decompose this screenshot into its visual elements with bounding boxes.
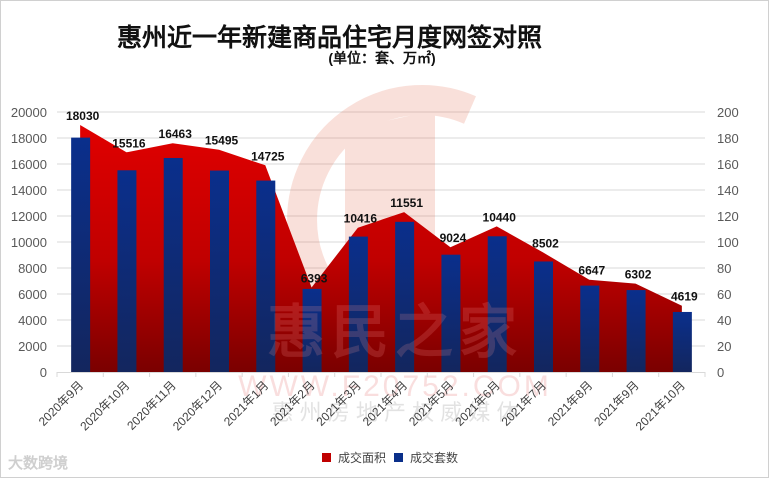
bar — [626, 290, 646, 372]
bar — [534, 261, 553, 372]
bar — [117, 170, 137, 372]
left-axis-tick: 0 — [40, 365, 47, 380]
bar-value-label: 15516 — [112, 136, 146, 150]
category-label: 2021年10月 — [633, 378, 688, 433]
bar-value-label: 15495 — [205, 134, 239, 148]
legend-area-label: 成交面积 — [338, 451, 387, 465]
bar-value-label: 10440 — [483, 210, 517, 224]
bar — [395, 221, 415, 372]
bar — [672, 311, 692, 372]
data-labels: 18030 15516 16463 15495 14725 6393 10416 11551 9… — [66, 109, 698, 304]
area-series-deal-area — [80, 125, 682, 372]
right-axis-tick: 200 — [717, 105, 739, 120]
left-axis-tick: 18000 — [11, 131, 47, 146]
right-axis-tick: 80 — [717, 261, 731, 276]
legend: 成交面积 成交套数 — [322, 449, 458, 466]
left-axis-tick: 12000 — [11, 209, 47, 224]
right-axis-tick: 100 — [717, 235, 739, 250]
bar-value-label: 16463 — [159, 127, 193, 141]
bar-value-label: 8502 — [532, 236, 559, 250]
bar-value-label: 6647 — [578, 264, 605, 278]
bar — [487, 236, 507, 372]
left-axis-tick: 10000 — [11, 235, 47, 250]
left-axis-tick: 8000 — [18, 261, 47, 276]
right-axis-tick: 40 — [717, 313, 731, 328]
category-label: 2021年8月 — [545, 378, 595, 428]
bar — [163, 157, 183, 372]
bar-value-label: 14725 — [251, 149, 285, 163]
bar-value-label: 11551 — [390, 196, 423, 210]
bar-value-label: 10416 — [344, 212, 378, 226]
chart-title: 惠州近一年新建商品住宅月度网签对照 — [116, 24, 542, 52]
right-axis: 0 20 40 60 80 100 120 140 160 180 200 — [717, 105, 739, 380]
legend-area-swatch — [322, 453, 331, 462]
bar-value-label: 4619 — [671, 290, 698, 304]
bar — [441, 254, 461, 372]
watermark-url: WWW.F20752.COM — [238, 370, 552, 403]
brand-logo: 大数跨境 — [8, 455, 69, 472]
bar — [580, 285, 600, 372]
bar-series-deal-units — [71, 137, 692, 372]
category-label: 2020年10月 — [77, 378, 132, 433]
right-axis-tick: 60 — [717, 287, 731, 302]
legend-bar-swatch — [394, 453, 404, 462]
bar — [348, 236, 368, 372]
bar — [302, 288, 322, 372]
left-axis-tick: 16000 — [11, 157, 47, 172]
left-axis-tick: 6000 — [18, 287, 47, 302]
right-axis-tick: 180 — [717, 131, 739, 146]
right-axis-tick: 160 — [717, 157, 739, 172]
chart-subtitle: (单位：套、万㎡) — [328, 50, 436, 66]
bar — [210, 170, 229, 372]
right-axis-tick: 0 — [717, 365, 724, 380]
right-axis-tick: 20 — [717, 339, 731, 354]
bar-value-label: 9024 — [440, 231, 467, 245]
right-axis-tick: 140 — [717, 183, 739, 198]
category-label: 2020年12月 — [170, 378, 225, 433]
left-axis: 0 2000 4000 6000 8000 10000 12000 14000 16000 180… — [11, 105, 47, 380]
bar-value-label: 18030 — [66, 109, 100, 123]
left-axis-tick: 4000 — [18, 313, 47, 328]
left-axis-tick: 2000 — [18, 339, 47, 354]
legend-bar-label: 成交套数 — [410, 451, 459, 465]
watermark-brand: 惠民之家 — [267, 300, 523, 365]
left-axis-tick: 14000 — [11, 183, 47, 198]
watermark-slogan: 惠 州 房 地 产 权 威 媒 体 — [272, 400, 519, 425]
bar-value-label: 6302 — [625, 268, 652, 282]
bar-value-label: 6393 — [301, 272, 328, 286]
right-axis-tick: 120 — [717, 209, 739, 224]
bar — [256, 180, 276, 372]
left-axis-tick: 20000 — [11, 105, 47, 120]
bar — [71, 137, 91, 372]
